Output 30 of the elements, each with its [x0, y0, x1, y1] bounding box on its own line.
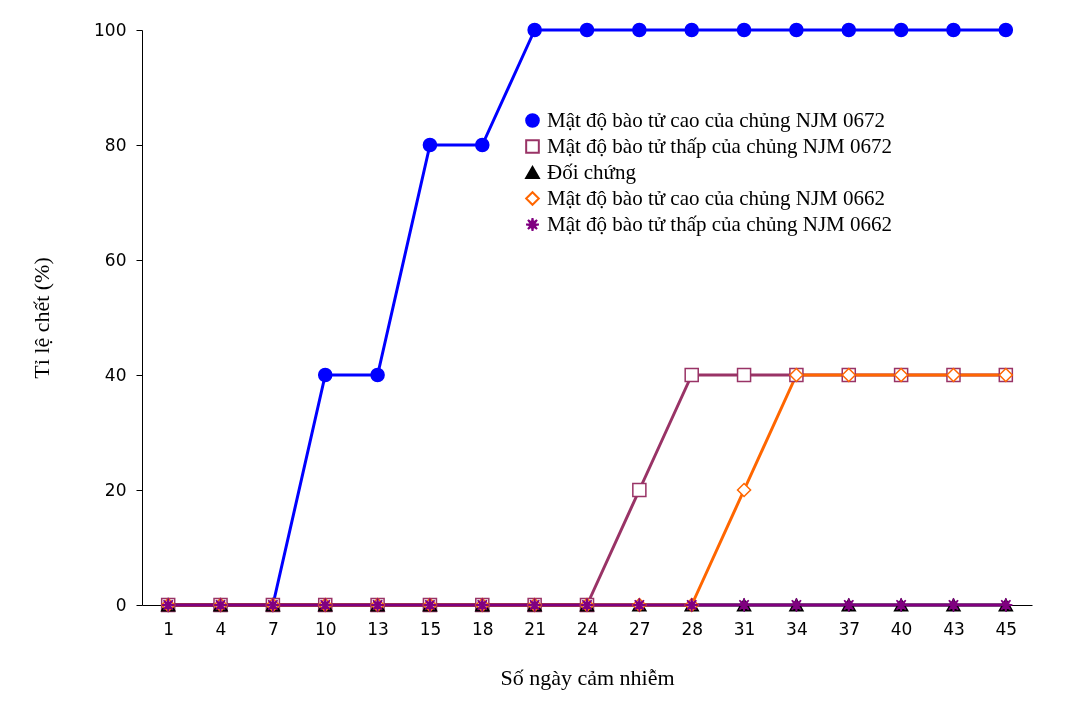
- x-tick-label: 15: [419, 618, 442, 639]
- y-tick-label: 80: [104, 134, 127, 155]
- x-tick-label: 18: [471, 618, 494, 639]
- x-tick-label: 7: [267, 618, 279, 639]
- x-tick-label: 10: [314, 618, 337, 639]
- legend-label: Mật độ bào tử cao của chủng NJM 0672: [547, 107, 885, 132]
- legend-label: Mật độ bào tử thấp của chủng NJM 0662: [547, 211, 892, 236]
- legend-label: Mật độ bào tử cao của chủng NJM 0662: [547, 185, 885, 210]
- legend-label: Đối chứng: [547, 159, 637, 184]
- x-tick-label: 24: [576, 618, 599, 639]
- x-tick-label: 45: [995, 618, 1018, 639]
- x-tick-label: 37: [838, 618, 861, 639]
- x-tick-label: 21: [524, 618, 546, 639]
- legend-label: Mật độ bào tử thấp của chủng NJM 0672: [547, 133, 892, 158]
- x-tick-label: 28: [681, 618, 704, 639]
- x-axis-title: Số ngày cảm nhiễm: [500, 664, 675, 690]
- x-tick-label: 34: [786, 618, 808, 639]
- y-tick-label: 0: [115, 594, 127, 615]
- y-tick-label: 20: [104, 479, 127, 500]
- y-tick-label: 100: [94, 19, 127, 40]
- x-tick-label: 43: [943, 618, 965, 639]
- x-tick-label: 40: [890, 618, 913, 639]
- y-tick-label: 40: [104, 364, 127, 385]
- x-tick-label: 13: [367, 618, 389, 639]
- y-tick-label: 60: [104, 249, 127, 270]
- x-tick-label: 4: [215, 618, 227, 639]
- x-tick-label: 27: [629, 618, 651, 639]
- x-tick-label: 31: [733, 618, 756, 639]
- x-tick-label: 1: [163, 618, 175, 639]
- y-axis-title: Tỉ lệ chết (%): [29, 257, 55, 379]
